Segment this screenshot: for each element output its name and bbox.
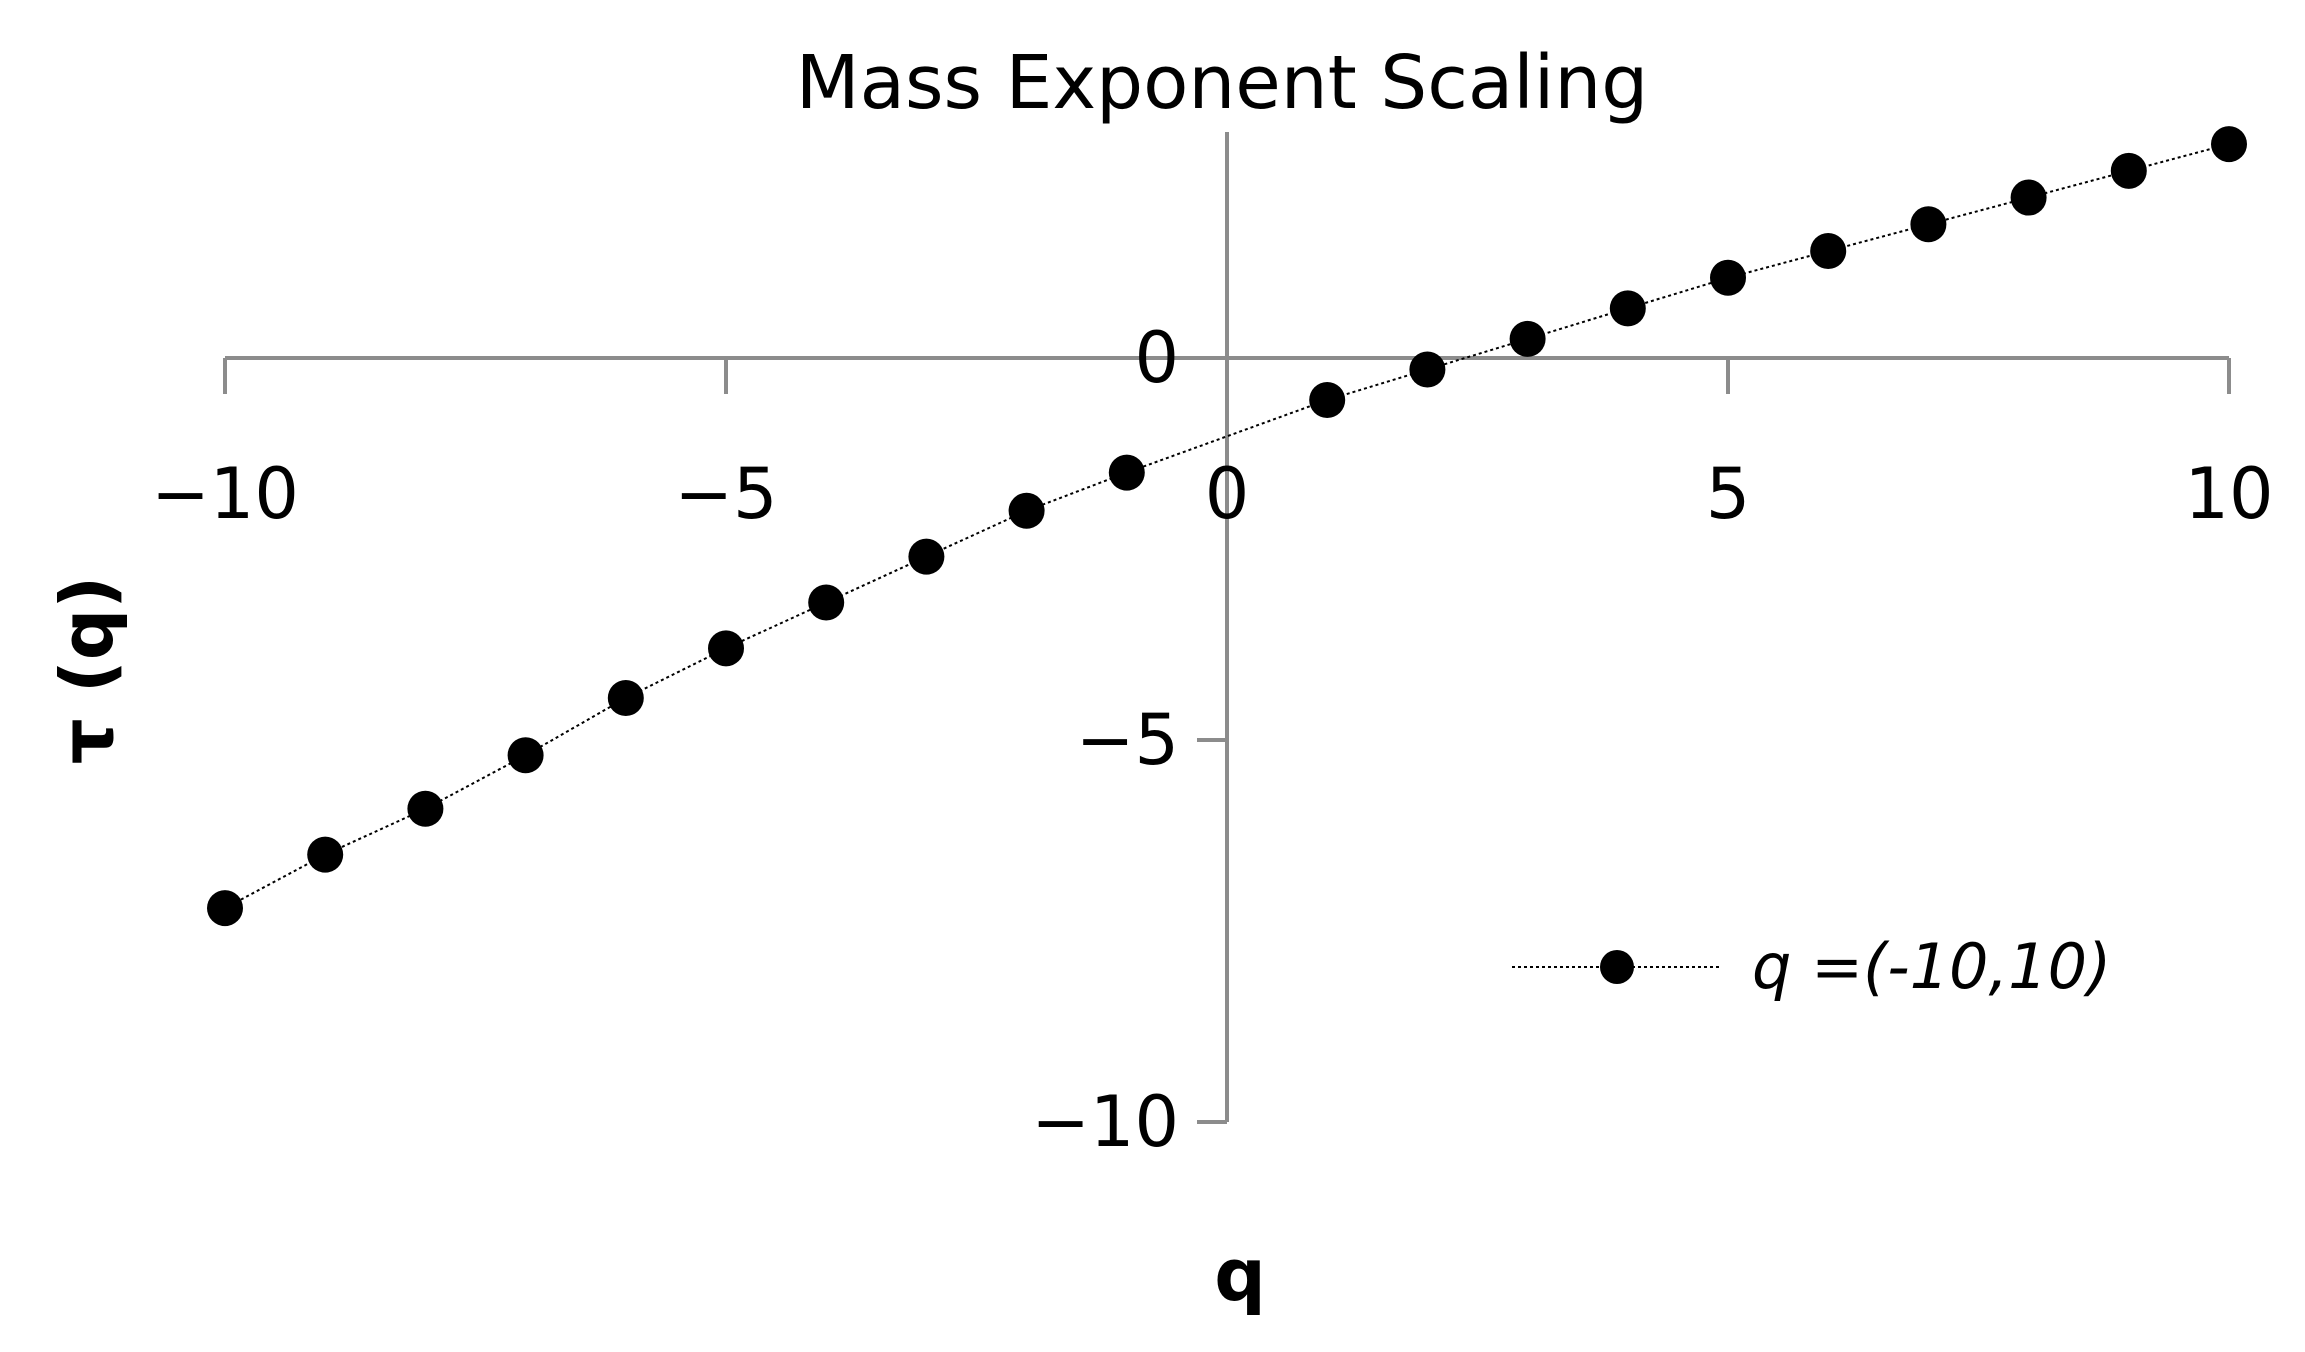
y-axis-ticks: 0 −5 −10	[1031, 317, 1227, 1163]
data-point	[1509, 320, 1546, 357]
legend-marker	[1600, 950, 1634, 984]
data-point	[2010, 179, 2047, 216]
x-tick-label: 10	[2184, 453, 2273, 535]
x-tick-label: 5	[1706, 453, 1751, 535]
y-tick-label: −10	[1031, 1081, 1179, 1163]
data-point	[1008, 492, 1045, 529]
chart-title: Mass Exponent Scaling	[796, 40, 1648, 126]
series-layer	[207, 126, 2247, 927]
legend: q =(-10,10)	[1512, 930, 2111, 1003]
x-axis-title: q	[1214, 1233, 1266, 1317]
x-tick-label: −10	[151, 453, 299, 535]
data-point	[2211, 126, 2247, 163]
data-point	[1810, 233, 1847, 270]
x-tick-label: −5	[674, 453, 777, 535]
legend-label: q =(-10,10)	[1752, 930, 2111, 1003]
data-point	[808, 584, 845, 621]
x-axis-ticks: −10 −5 0 5 10	[151, 358, 2274, 535]
x-tick-label: 0	[1205, 453, 1250, 535]
data-point	[908, 538, 945, 575]
y-axis-title: τ (q)	[45, 576, 129, 764]
data-point	[1409, 351, 1446, 388]
y-tick-label: −5	[1076, 699, 1179, 781]
data-point	[2110, 152, 2147, 189]
data-point	[607, 679, 644, 716]
data-point	[207, 890, 243, 927]
data-point	[1108, 454, 1145, 491]
data-point	[307, 836, 344, 873]
data-point	[407, 790, 444, 827]
data-point	[507, 737, 544, 774]
data-point	[708, 630, 744, 667]
data-point	[1609, 290, 1646, 327]
data-point	[1309, 382, 1346, 419]
data-point	[1910, 206, 1947, 243]
y-tick-label: 0	[1134, 317, 1179, 399]
data-point	[1710, 259, 1746, 296]
